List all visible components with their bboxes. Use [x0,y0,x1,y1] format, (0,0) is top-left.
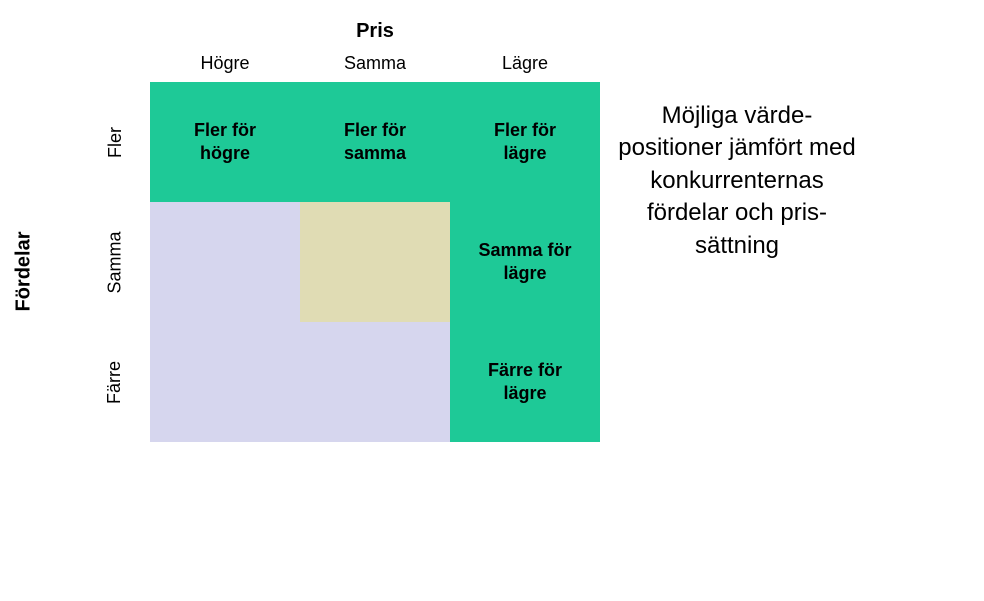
cell-1-2: Samma för lägre [450,202,600,322]
y-label-2: Färre [80,322,150,442]
x-label-2: Lägre [450,53,600,74]
x-axis-labels: Högre Samma Lägre [150,53,600,74]
y-axis-labels: Fler Samma Färre [80,82,150,442]
x-label-0: Högre [150,53,300,74]
matrix-grid: Fler för högre Fler för samma Fler för l… [150,82,600,442]
cell-2-0 [150,322,300,442]
diagram-container: Fördelar Pris Högre Samma Lägre Fler Sam… [80,20,860,442]
x-label-1: Samma [300,53,450,74]
y-label-1: Samma [80,202,150,322]
cell-0-1: Fler för samma [300,82,450,202]
y-axis-title-wrapper: Fördelar [24,80,52,440]
x-axis-title: Pris [150,20,600,43]
cell-0-2: Fler för lägre [450,82,600,202]
matrix-block: Fördelar Pris Högre Samma Lägre Fler Sam… [80,20,600,442]
cell-2-1 [300,322,450,442]
cell-2-2: Färre för lägre [450,322,600,442]
grid-area: Fler Samma Färre Fler för högre Fler för… [80,82,600,442]
cell-1-1 [300,202,450,322]
side-description: Möjliga värde- positioner jämfört med ko… [600,20,860,442]
cell-1-0 [150,202,300,322]
y-label-0: Fler [80,82,150,202]
y-axis-title: Fördelar [13,231,36,311]
cell-0-0: Fler för högre [150,82,300,202]
